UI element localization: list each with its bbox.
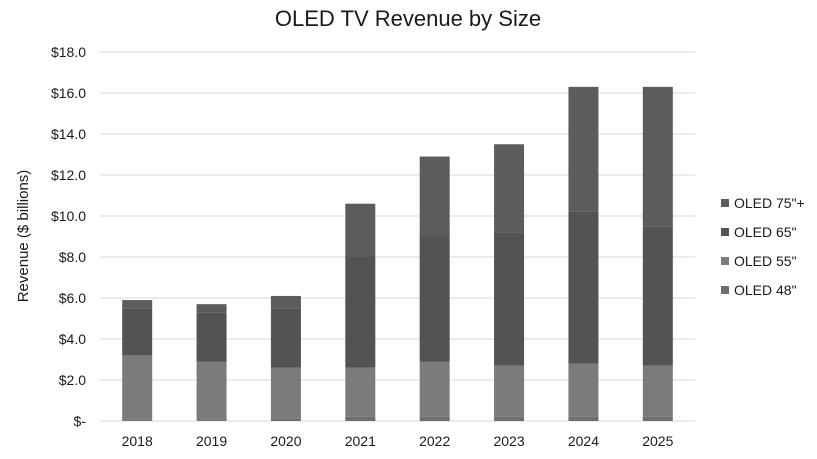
y-tick-label: $8.0 (59, 249, 86, 265)
bar-segment (494, 232, 525, 366)
bar-segment (196, 304, 227, 313)
y-axis-ticks: $- $2.0 $4.0 $6.0 $8.0 $10.0 $12.0 $14.0 $16.0 $1… (51, 44, 86, 429)
bar-segment (568, 363, 599, 417)
bars (122, 86, 673, 421)
y-tick-label: $2.0 (59, 372, 86, 388)
bar-segment (270, 308, 301, 368)
bar-segment (345, 203, 376, 257)
x-tick-label: 2023 (493, 433, 524, 449)
legend-label: OLED 65" (734, 224, 797, 240)
bar-segment (270, 295, 301, 309)
x-tick-label: 2019 (196, 433, 227, 449)
bar-segment (345, 257, 376, 368)
legend-label: OLED 48" (734, 282, 797, 298)
bar-segment (568, 416, 599, 421)
bar-segment (345, 416, 376, 421)
y-tick-label: $12.0 (51, 167, 86, 183)
bar-segment (122, 355, 153, 421)
bar-segment (122, 308, 153, 356)
bar-segment (494, 416, 525, 421)
legend-label: OLED 55" (734, 253, 797, 269)
bar-segment (568, 86, 599, 212)
y-tick-label: $- (74, 413, 87, 429)
y-tick-label: $14.0 (51, 126, 86, 142)
x-tick-label: 2022 (419, 433, 450, 449)
bar-segment (419, 236, 450, 362)
bar-segment (642, 416, 673, 421)
legend-swatch (721, 257, 729, 265)
bar-segment (196, 361, 227, 421)
y-axis-label: Revenue ($ billions) (15, 170, 32, 303)
bar-segment (642, 86, 673, 227)
legend-swatch (721, 286, 729, 294)
bar-segment (419, 416, 450, 421)
legend-label: OLED 75"+ (734, 195, 805, 211)
x-axis-ticks: 2018 2019 2020 2021 2022 2023 2024 2025 (122, 433, 674, 449)
legend-swatch (721, 199, 729, 207)
x-tick-label: 2018 (122, 433, 153, 449)
bar-segment (568, 211, 599, 364)
bar-segment (270, 367, 301, 419)
x-tick-label: 2025 (642, 433, 673, 449)
gridlines (100, 51, 695, 422)
bar-segment (419, 361, 450, 417)
bar-segment (642, 226, 673, 366)
bar-segment (494, 144, 525, 233)
chart-title: OLED TV Revenue by Size (275, 6, 541, 31)
bar-segment (419, 156, 450, 237)
x-tick-label: 2020 (270, 433, 301, 449)
legend-swatch (721, 228, 729, 236)
bar-segment (642, 365, 673, 417)
x-tick-label: 2024 (568, 433, 599, 449)
bar-segment (196, 312, 227, 362)
bar-segment (122, 300, 153, 309)
y-tick-label: $16.0 (51, 85, 86, 101)
legend: OLED 75"+ OLED 65" OLED 55" OLED 48" (721, 195, 805, 298)
bar-segment (270, 418, 301, 421)
bar-segment (345, 367, 376, 417)
y-tick-label: $18.0 (51, 44, 86, 60)
y-tick-label: $10.0 (51, 208, 86, 224)
y-tick-label: $6.0 (59, 290, 86, 306)
bar-segment (494, 365, 525, 417)
y-tick-label: $4.0 (59, 331, 86, 347)
x-tick-label: 2021 (345, 433, 376, 449)
